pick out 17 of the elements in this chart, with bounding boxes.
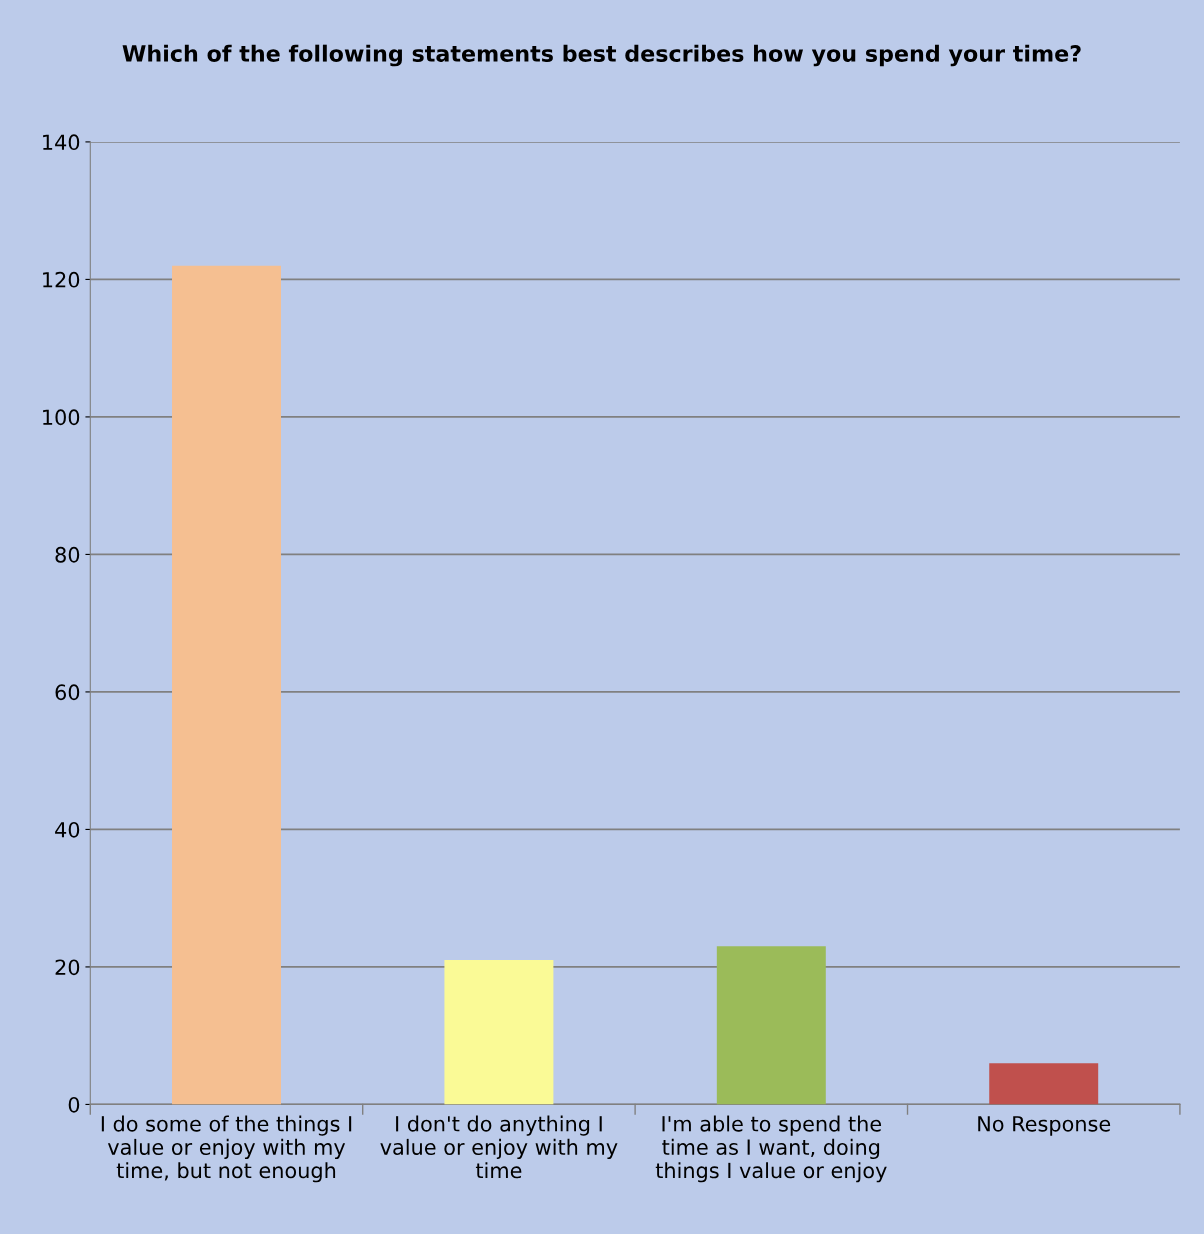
bar <box>172 265 281 1105</box>
chart-title: Which of the following statements best describes how you spend your time? <box>122 44 1081 67</box>
y-tick-label: 0 <box>68 1096 80 1113</box>
x-tick-label: I'm able to spend the time as I want, doing things I value or enjoy <box>655 1115 887 1183</box>
y-tick-label: 80 <box>55 546 80 563</box>
bar <box>989 1063 1099 1105</box>
x-tick-label: I don't do anything I value or enjoy with my time <box>380 1115 618 1179</box>
x-tick-label: I do some of the things I value or enjoy with my time, but not enough <box>101 1115 352 1183</box>
y-tick-label: 20 <box>55 959 80 976</box>
y-tick-label: 60 <box>55 684 80 701</box>
x-tick-label: No Response <box>978 1116 1111 1136</box>
bar <box>716 946 826 1105</box>
y-tick-label: 120 <box>43 271 80 288</box>
y-tick-label: 140 <box>43 134 80 151</box>
y-tick-label: 100 <box>43 409 80 426</box>
bar <box>444 960 554 1105</box>
y-tick-label: 40 <box>55 821 80 838</box>
